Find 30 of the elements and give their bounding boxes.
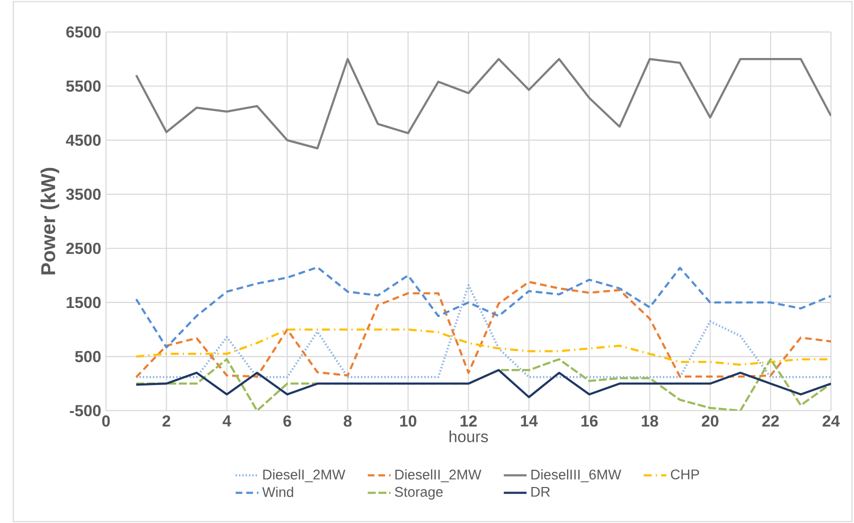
y-tick-label: 1500 [66,296,101,308]
y-tick-label: 3500 [66,188,101,200]
x-tick-label: 22 [762,415,779,427]
y-tick-label: 500 [75,350,101,362]
legend-label: Wind [262,486,294,498]
legend-label: DieselI_2MW [263,469,346,482]
y-tick-label: 2500 [66,242,101,254]
x-tick-label: 16 [581,415,598,427]
x-tick-label: 24 [822,415,840,427]
x-tick-label: 8 [344,415,352,427]
y-tick-label: 5500 [66,80,101,92]
x-tick-label: 14 [521,415,538,426]
x-tick-label: 18 [642,415,658,427]
x-tick-label: 4 [222,415,232,426]
x-tick-label: 0 [102,415,110,427]
x-tick-label: 12 [460,415,477,427]
legend-label: Storage [394,486,443,500]
x-tick-label: 10 [400,415,416,427]
legend-label: DieselIII_6MW [531,469,622,482]
y-tick-label: 4500 [66,134,101,146]
legend-label: CHP [670,469,700,480]
legend-label: DR [531,487,550,497]
y-tick-label: 6500 [66,26,101,38]
x-axis-title: hours [450,430,488,442]
x-tick-label: 6 [283,415,292,427]
x-tick-label: 2 [162,415,170,427]
y-tick-label: -500 [70,404,101,416]
y-axis-title: Power (kW) [40,168,60,274]
x-tick-label: 20 [702,415,718,427]
legend-label: DieselII_2MW [395,469,482,482]
